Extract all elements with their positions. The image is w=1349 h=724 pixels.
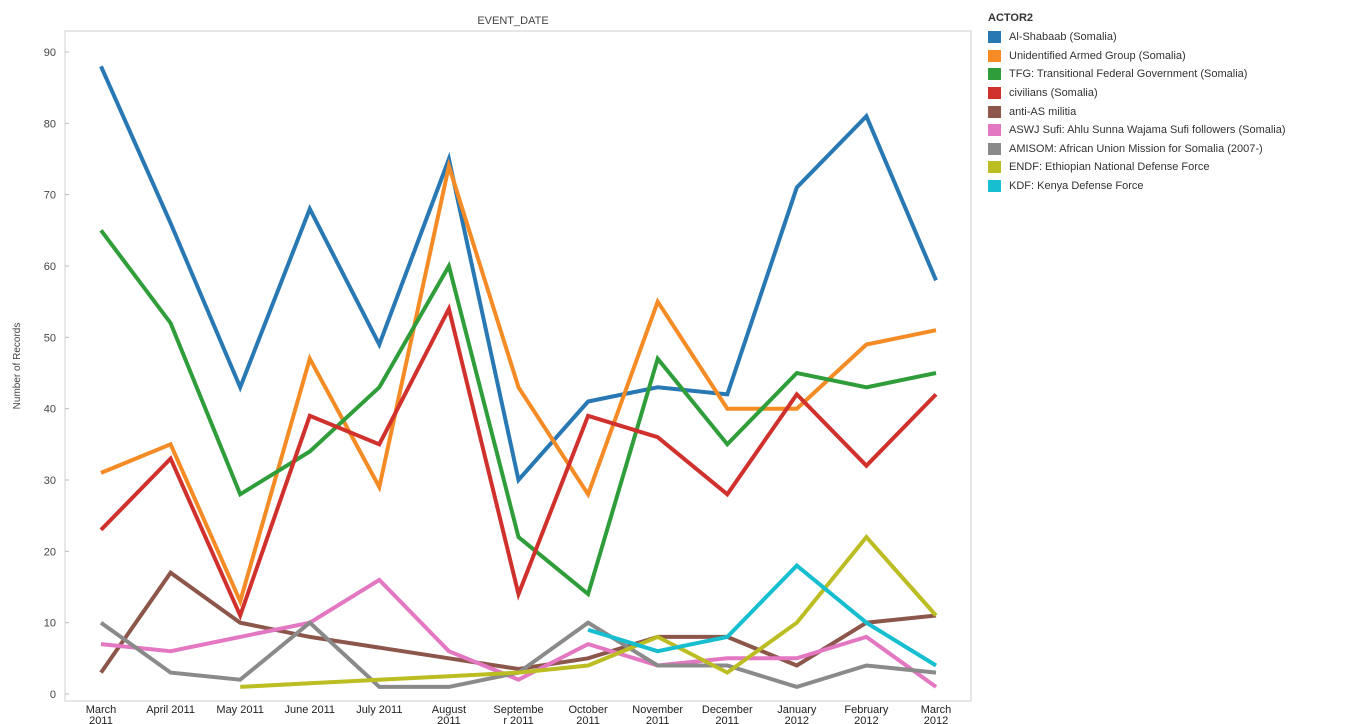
x-tick-label-line: July 2011 xyxy=(356,704,402,716)
legend-swatch xyxy=(988,68,1001,81)
x-tick-label-line: May 2011 xyxy=(216,704,264,716)
x-tick-label: May 2011 xyxy=(216,704,264,716)
legend-label: Unidentified Armed Group (Somalia) xyxy=(1009,49,1186,62)
legend-label: civilians (Somalia) xyxy=(1009,87,1098,100)
x-tick-label-line: 2012 xyxy=(924,715,948,724)
y-tick-label: 80 xyxy=(44,118,56,130)
x-tick-label-line: December xyxy=(702,704,753,716)
legend-label: AMISOM: African Union Mission for Somali… xyxy=(1009,142,1263,155)
x-tick-label-line: 2011 xyxy=(89,715,113,724)
y-tick-label: 90 xyxy=(44,47,56,59)
x-tick-label: Septembe r 2011 xyxy=(493,704,543,724)
x-tick-label: October 2011 xyxy=(569,704,608,724)
legend-label: KDF: Kenya Defense Force xyxy=(1009,180,1144,193)
y-tick-label: 0 xyxy=(50,689,56,701)
legend-label: Al-Shabaab (Somalia) xyxy=(1009,31,1117,44)
legend-item[interactable]: ENDF: Ethiopian National Defense Force xyxy=(988,158,1343,177)
legend-item[interactable]: anti-AS militia xyxy=(988,102,1343,121)
legend-label: anti-AS militia xyxy=(1009,105,1077,118)
legend-swatch xyxy=(988,180,1001,193)
legend-item[interactable]: KDF: Kenya Defense Force xyxy=(988,177,1343,196)
legend-item[interactable]: ASWJ Sufi: Ahlu Sunna Wajama Sufi follow… xyxy=(988,121,1343,140)
x-tick-label-line: June 2011 xyxy=(284,704,335,716)
x-tick-label-line: 2011 xyxy=(437,715,461,724)
legend-item[interactable]: civilians (Somalia) xyxy=(988,84,1343,103)
legend-swatch xyxy=(988,49,1001,62)
x-tick-label-line: 2011 xyxy=(646,715,670,724)
legend-swatch xyxy=(988,161,1001,174)
x-tick-label-line: r 2011 xyxy=(503,715,533,724)
x-tick-label: March 2011 xyxy=(86,704,117,724)
plot-area xyxy=(64,30,972,702)
legend-label: ASWJ Sufi: Ahlu Sunna Wajama Sufi follow… xyxy=(1009,124,1286,137)
series-line-endf-ethiopian-national-defense-force xyxy=(240,534,938,689)
legend-label: ENDF: Ethiopian National Defense Force xyxy=(1009,161,1210,174)
y-tick-label: 10 xyxy=(44,618,56,630)
x-tick-label: July 2011 xyxy=(356,704,402,716)
series-line-al-shabaab-somalia xyxy=(99,65,938,485)
x-tick-label-line: August xyxy=(432,704,466,716)
x-tick-label-line: Septembe xyxy=(493,704,543,716)
y-tick-label: 60 xyxy=(44,261,56,273)
series-line-unidentified-armed-group-somalia xyxy=(100,158,937,608)
series-line-tfg-transitional-federal-government-somalia xyxy=(99,229,937,598)
legend-item[interactable]: TFG: Transitional Federal Government (So… xyxy=(988,65,1343,84)
x-tick-label: January 2012 xyxy=(777,704,817,724)
y-tick-label: 30 xyxy=(44,475,56,487)
x-tick-label-line: March xyxy=(921,704,952,716)
legend-label: TFG: Transitional Federal Government (So… xyxy=(1009,68,1248,81)
y-axis-ticks: 0 10 20 30 40 50 60 70 80 90 xyxy=(44,47,69,701)
legend: ACTOR2 Al-Shabaab (Somalia) Unidentified … xyxy=(988,12,1343,195)
x-tick-label-line: April 2011 xyxy=(146,704,195,716)
x-tick-label-line: November xyxy=(632,704,683,716)
series-line-aswj-sufi-ahlu-sunna-wajama-sufi-followers-somalia xyxy=(100,577,938,689)
x-tick-label-line: March xyxy=(86,704,117,716)
x-tick-label-line: 2011 xyxy=(576,715,600,724)
legend-items: Al-Shabaab (Somalia) Unidentified Armed G… xyxy=(988,28,1343,195)
series-line-kdf-kenya-defense-force xyxy=(587,562,938,668)
x-tick-label: December 2011 xyxy=(702,704,753,724)
legend-swatch xyxy=(988,87,1001,100)
x-tick-label-line: 2011 xyxy=(715,715,739,724)
x-tick-label-line: October xyxy=(569,704,608,716)
y-tick-label: 40 xyxy=(44,404,56,416)
y-tick-label: 20 xyxy=(44,546,56,558)
series-lines xyxy=(99,65,938,689)
x-tick-label: November 2011 xyxy=(632,704,683,724)
x-tick-label-line: 2012 xyxy=(785,715,809,724)
x-tick-label-line: 2012 xyxy=(854,715,878,724)
x-tick-label-line: February xyxy=(844,704,889,716)
series-line-anti-as-militia xyxy=(99,569,937,674)
x-tick-label: August 2011 xyxy=(432,704,466,724)
x-tick-label-line: January xyxy=(777,704,817,716)
y-tick-label: 70 xyxy=(44,190,56,202)
legend-title: ACTOR2 xyxy=(988,12,1034,24)
x-tick-label: March 2012 xyxy=(921,704,952,724)
series-line-civilians-somalia xyxy=(99,303,938,621)
legend-item[interactable]: Al-Shabaab (Somalia) xyxy=(988,28,1343,47)
legend-item[interactable]: AMISOM: African Union Mission for Somali… xyxy=(988,140,1343,159)
legend-swatch xyxy=(988,124,1001,137)
chart-title: EVENT_DATE xyxy=(477,15,548,27)
y-tick-label: 50 xyxy=(44,332,56,344)
x-tick-label: June 2011 xyxy=(284,704,335,716)
legend-swatch xyxy=(988,105,1001,118)
y-axis-label: Number of Records xyxy=(12,323,23,410)
x-tick-label: April 2011 xyxy=(146,704,195,716)
legend-item[interactable]: Unidentified Armed Group (Somalia) xyxy=(988,47,1343,66)
legend-swatch xyxy=(988,31,1001,44)
legend-swatch xyxy=(988,142,1001,155)
x-tick-label: February 2012 xyxy=(844,704,889,724)
